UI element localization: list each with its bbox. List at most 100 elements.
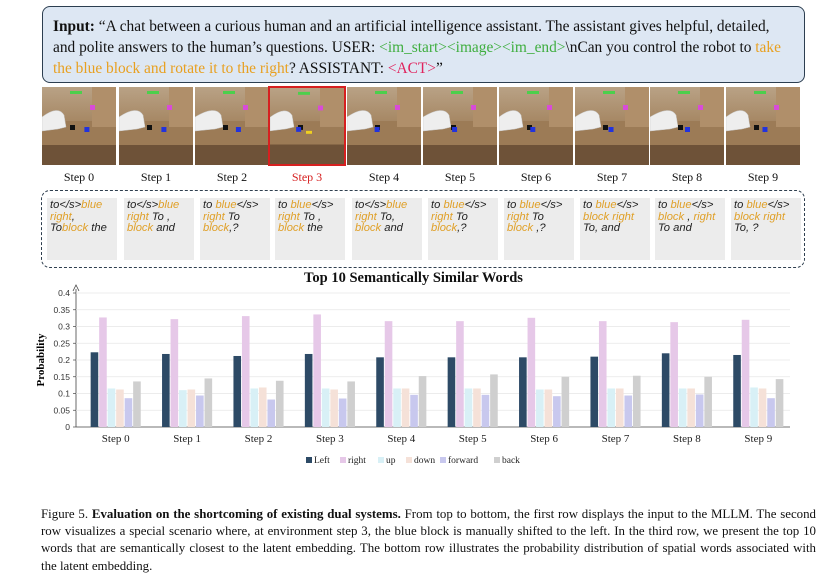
similar-word: blue: [443, 199, 465, 211]
y-tick-label: 0.2: [58, 355, 70, 365]
bar-down-step-9: [758, 388, 767, 427]
similar-word: To: [452, 210, 468, 223]
similar-words-step-3: to blue</s> right To , block the: [275, 198, 345, 260]
legend-label-right: right: [348, 456, 366, 466]
legend-label-back: back: [502, 456, 520, 466]
bar-left-step-9: [733, 354, 741, 427]
bar-up-step-4: [393, 388, 401, 427]
bar-up-step-0: [107, 388, 116, 427]
bar-left-step-3: [304, 353, 313, 427]
y-tick-label: 0: [65, 422, 70, 432]
step-label-3: Step 3: [291, 170, 323, 184]
input-suffix: ? ASSISTANT:: [288, 60, 388, 77]
bar-forward-step-2: [267, 399, 276, 427]
bar-up-step-1: [179, 390, 187, 427]
similar-word: to: [734, 199, 747, 211]
similar-word: block: [62, 222, 89, 234]
similar-word: right: [355, 210, 377, 223]
chart-title: Top 10 Semantically Similar Words: [304, 270, 523, 286]
bar-left-step-2: [233, 355, 242, 427]
robot-frame-step-7: [575, 87, 649, 165]
similar-word: block: [658, 210, 685, 223]
similar-word: </s>: [691, 199, 714, 211]
similar-word: ,: [684, 210, 694, 223]
similar-word: and: [153, 222, 175, 234]
step-label-9: Step 9: [747, 170, 779, 184]
bar-back-step-8: [704, 376, 712, 427]
similar-word: ,: [163, 210, 171, 223]
similar-words-step-1: to</s>blue right To , block and: [124, 198, 194, 260]
similar-word: the: [304, 222, 323, 234]
bar-forward-step-3: [338, 398, 347, 427]
similar-word: to</s>: [355, 199, 387, 211]
bar-right-step-7: [598, 321, 607, 427]
similar-word: block: [507, 222, 534, 234]
similar-word: right: [763, 210, 785, 223]
y-tick-label: 0.4: [58, 288, 70, 298]
robot-frame-step-6: [499, 87, 573, 165]
y-tick-label: 0.25: [53, 338, 70, 348]
step-label-0: Step 0: [63, 170, 95, 184]
bar-forward-step-1: [196, 395, 204, 427]
x-tick-label: Step 8: [673, 433, 701, 445]
similar-word: right: [127, 210, 149, 223]
bar-right-step-4: [384, 321, 393, 427]
figure-caption: Figure 5. Evaluation on the shortcoming …: [41, 506, 816, 575]
similar-word: to: [583, 199, 596, 211]
x-tick-label: Step 2: [245, 433, 273, 445]
bar-up-step-5: [464, 388, 473, 427]
bar-back-step-1: [204, 378, 213, 427]
similar-word: To: [224, 210, 240, 223]
legend-swatch-right: [340, 457, 346, 463]
y-axis-arrow: [72, 284, 80, 292]
similar-words-step-4: to</s>blue right To, block and: [352, 198, 422, 260]
bar-up-step-2: [250, 388, 259, 427]
bar-left-step-0: [90, 352, 99, 427]
similar-word: block: [583, 210, 610, 223]
bar-down-step-5: [473, 388, 481, 427]
robot-frame-step-3: [268, 86, 346, 166]
bar-back-step-6: [561, 376, 570, 427]
y-tick-label: 0.05: [53, 405, 70, 415]
probability-chart: 0 0.05 0.1 0.15 0.2 0.25 0.3 0.35 0.4 Probability…: [35, 284, 790, 466]
similar-word: to: [278, 199, 291, 211]
token-act: <ACT>: [387, 60, 436, 77]
bar-back-step-0: [133, 381, 141, 427]
bar-forward-step-6: [553, 396, 561, 427]
bar-right-step-2: [241, 316, 250, 427]
legend-swatch-up: [378, 457, 384, 463]
bar-up-step-9: [750, 387, 758, 427]
y-tick-label: 0.15: [53, 372, 70, 382]
similar-word: blue: [158, 199, 180, 211]
similar-word: To: [148, 210, 164, 223]
similar-word: blue: [519, 199, 541, 211]
similar-words-step-5: to blue</s> right To block,?: [428, 198, 498, 260]
caption-title: Evaluation on the shortcoming of existin…: [88, 507, 401, 521]
bar-back-step-4: [418, 376, 427, 427]
bar-right-step-9: [741, 319, 750, 427]
bar-back-step-3: [347, 381, 355, 427]
bar-left-step-4: [376, 357, 384, 427]
similar-word: to</s>: [50, 199, 82, 211]
similar-word: blue: [746, 199, 768, 211]
similar-word: right: [431, 210, 453, 223]
similar-word: To, and: [583, 222, 620, 234]
similar-word: To, ?: [734, 222, 759, 234]
similar-word: right: [50, 210, 72, 223]
similar-word: ,?: [457, 222, 467, 234]
robot-frame-step-2: [195, 87, 269, 165]
similar-word: blue: [215, 199, 237, 211]
similar-word: right: [693, 210, 716, 223]
caption-label: Figure 5.: [41, 507, 89, 521]
bar-left-step-8: [661, 353, 670, 427]
similar-word: blue: [386, 199, 408, 211]
similar-words-step-6: to blue</s> right To block ,?: [504, 198, 574, 260]
similar-word: blue: [595, 199, 617, 211]
bar-down-step-3: [330, 389, 338, 427]
robot-frame-step-5: [423, 87, 497, 165]
similar-word: To: [528, 210, 544, 223]
x-tick-label: Step 5: [459, 433, 487, 445]
bar-left-step-7: [590, 356, 599, 427]
bar-up-step-6: [536, 389, 544, 427]
similar-word: block: [431, 222, 458, 234]
